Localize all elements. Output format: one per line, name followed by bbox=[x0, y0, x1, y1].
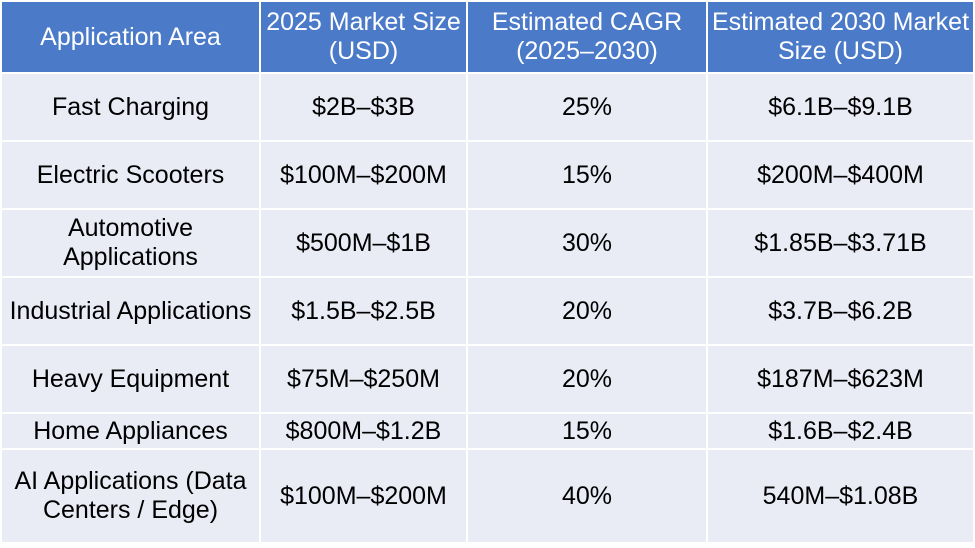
table-row: Electric Scooters $100M–$200M 15% $200M–… bbox=[0, 140, 975, 210]
application-area-cell: Heavy Equipment bbox=[0, 344, 261, 414]
market-size-2030-cell: $187M–$623M bbox=[706, 344, 975, 414]
table-row: Home Appliances $800M–$1.2B 15% $1.6B–$2… bbox=[0, 412, 975, 450]
cagr-cell: 25% bbox=[466, 72, 708, 142]
application-area-cell: Electric Scooters bbox=[0, 140, 261, 210]
table-header-row: Application Area 2025 Market Size (USD) … bbox=[0, 0, 975, 74]
header-2030-market-size: Estimated 2030 Market Size (USD) bbox=[706, 0, 975, 74]
application-area-cell: Industrial Applications bbox=[0, 276, 261, 346]
market-size-2030-cell: $6.1B–$9.1B bbox=[706, 72, 975, 142]
market-size-2025-cell: $800M–$1.2B bbox=[259, 412, 468, 450]
market-size-2025-cell: $75M–$250M bbox=[259, 344, 468, 414]
market-size-2025-cell: $2B–$3B bbox=[259, 72, 468, 142]
market-size-2030-cell: $1.6B–$2.4B bbox=[706, 412, 975, 450]
application-area-cell: Automotive Applications bbox=[0, 208, 261, 278]
cagr-cell: 20% bbox=[466, 276, 708, 346]
application-area-cell: Fast Charging bbox=[0, 72, 261, 142]
market-size-2025-cell: $1.5B–$2.5B bbox=[259, 276, 468, 346]
application-area-cell: AI Applications (Data Centers / Edge) bbox=[0, 448, 261, 544]
market-size-2030-cell: $200M–$400M bbox=[706, 140, 975, 210]
cagr-cell: 15% bbox=[466, 140, 708, 210]
market-size-2030-cell: $3.7B–$6.2B bbox=[706, 276, 975, 346]
market-size-2030-cell: $1.85B–$3.71B bbox=[706, 208, 975, 278]
cagr-cell: 40% bbox=[466, 448, 708, 544]
cagr-cell: 15% bbox=[466, 412, 708, 450]
cagr-cell: 30% bbox=[466, 208, 708, 278]
market-size-2025-cell: $100M–$200M bbox=[259, 140, 468, 210]
table-row: Fast Charging $2B–$3B 25% $6.1B–$9.1B bbox=[0, 72, 975, 142]
table-row: Industrial Applications $1.5B–$2.5B 20% … bbox=[0, 276, 975, 346]
cagr-cell: 20% bbox=[466, 344, 708, 414]
table-row: Automotive Applications $500M–$1B 30% $1… bbox=[0, 208, 975, 278]
header-application-area: Application Area bbox=[0, 0, 261, 74]
application-area-cell: Home Appliances bbox=[0, 412, 261, 450]
market-size-2025-cell: $100M–$200M bbox=[259, 448, 468, 544]
table-row: AI Applications (Data Centers / Edge) $1… bbox=[0, 448, 975, 544]
table-row: Heavy Equipment $75M–$250M 20% $187M–$62… bbox=[0, 344, 975, 414]
market-size-2025-cell: $500M–$1B bbox=[259, 208, 468, 278]
header-2025-market-size: 2025 Market Size (USD) bbox=[259, 0, 468, 74]
header-estimated-cagr: Estimated CAGR (2025–2030) bbox=[466, 0, 708, 74]
market-size-2030-cell: 540M–$1.08B bbox=[706, 448, 975, 544]
